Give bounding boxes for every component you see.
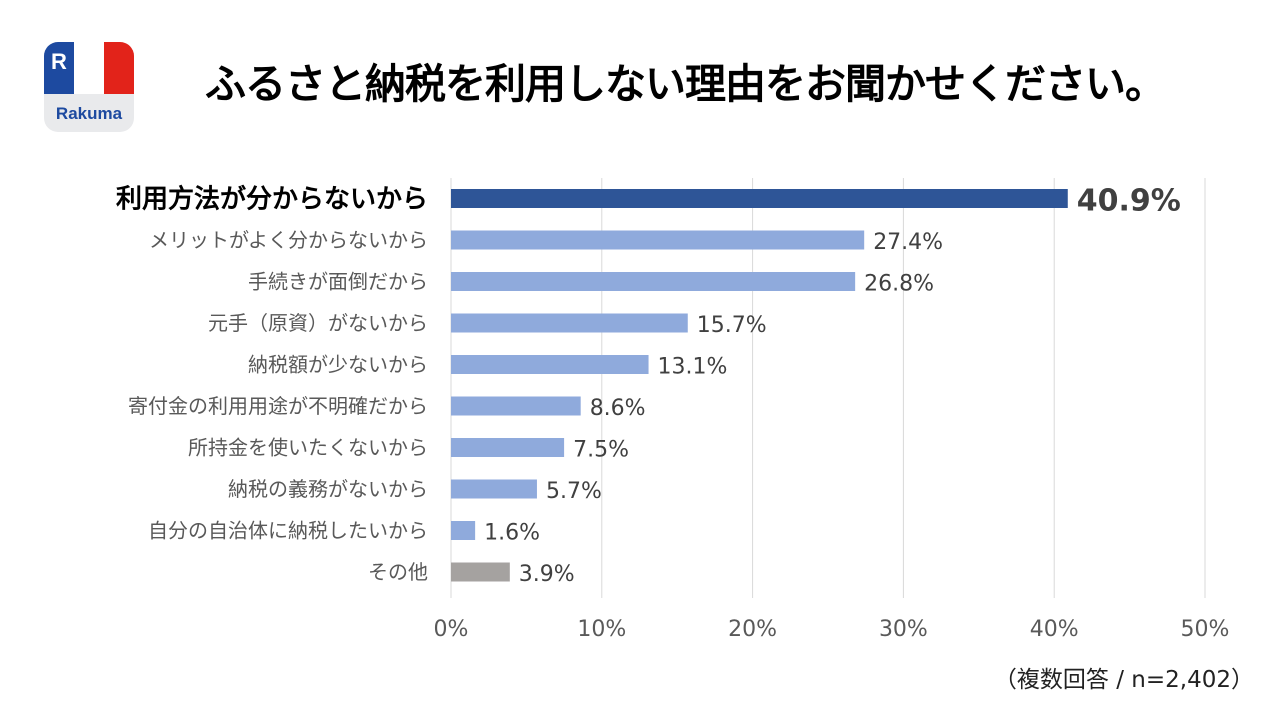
category-label: 寄付金の利用用途が不明確だから: [128, 394, 428, 418]
x-tick-label: 30%: [879, 617, 928, 642]
category-label: メリットがよく分からないから: [149, 228, 428, 252]
value-label: 26.8%: [864, 272, 934, 297]
x-tick-label: 10%: [577, 617, 626, 642]
value-label: 40.9%: [1077, 184, 1181, 219]
x-tick-label: 40%: [1030, 617, 1079, 642]
category-label: 利用方法が分からないから: [116, 184, 428, 215]
bar: [451, 562, 510, 582]
bar: [451, 479, 537, 499]
x-tick-label: 0%: [434, 617, 469, 642]
value-label: 3.9%: [519, 562, 575, 587]
category-label: 手続きが面倒だから: [248, 270, 428, 294]
category-label: 自分の自治体に納税したいから: [148, 519, 428, 543]
value-label: 13.1%: [658, 355, 728, 380]
bar: [451, 521, 476, 540]
value-label: 15.7%: [697, 313, 767, 338]
value-label: 1.6%: [484, 521, 540, 546]
rakuma-logo: R Rakuma: [44, 42, 134, 132]
category-label: 納税の義務がないから: [228, 477, 428, 501]
value-label: 27.4%: [873, 230, 943, 255]
bar: [451, 313, 688, 333]
bar: [451, 230, 865, 250]
page-title: ふるさと納税を利用しない理由をお聞かせください。: [205, 60, 1166, 108]
bar: [451, 189, 1068, 208]
value-label: 8.6%: [590, 396, 646, 421]
bar: [451, 396, 581, 416]
logo-flag-blue: [44, 42, 74, 94]
category-label: 納税額が少ないから: [248, 353, 428, 377]
x-tick-label: 20%: [728, 617, 777, 642]
category-label: 所持金を使いたくないから: [188, 436, 428, 460]
value-label: 7.5%: [573, 438, 629, 463]
bar: [451, 272, 856, 291]
logo-letter: R: [51, 49, 67, 74]
logo-flag-red: [104, 42, 134, 94]
logo-flag-white: [74, 42, 104, 94]
category-label: 元手（原資）がないから: [208, 311, 428, 335]
bar: [451, 355, 649, 374]
category-label: その他: [368, 560, 428, 584]
bar: [451, 438, 565, 457]
x-tick-label: 50%: [1181, 617, 1230, 642]
value-label: 5.7%: [546, 479, 602, 504]
logo-wordmark: Rakuma: [56, 104, 123, 123]
footnote: （複数回答 / n=2,402）: [993, 667, 1254, 693]
